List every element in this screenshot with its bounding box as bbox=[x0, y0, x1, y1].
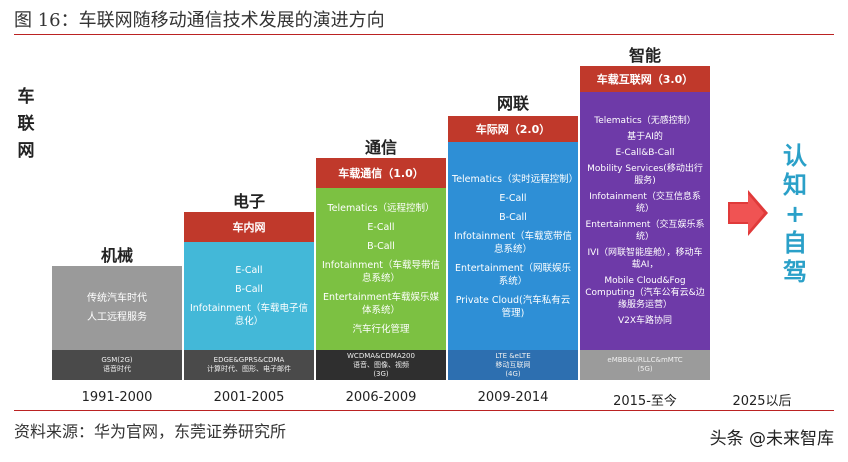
stage-title-electronic: 电子 bbox=[232, 192, 265, 211]
year-label: 2015-至今 bbox=[613, 394, 677, 409]
stage-title-mechanical: 机械 bbox=[100, 246, 133, 265]
timeline-axis bbox=[14, 410, 834, 411]
stage-item: E-Call bbox=[499, 192, 527, 204]
stage-title-networked: 网联 bbox=[496, 94, 529, 113]
year-label-future: 2025以后 bbox=[732, 394, 792, 409]
future-char: 知 bbox=[783, 171, 807, 199]
stage-item: Infotainment（交互信息系统） bbox=[589, 192, 701, 214]
year-label: 2009-2014 bbox=[477, 390, 549, 405]
stage-item: 基于AI的 bbox=[627, 132, 663, 142]
stage-item: IVI（网联智能座舱），移动车载AI， bbox=[587, 248, 703, 270]
year-label: 2001-2005 bbox=[213, 390, 285, 405]
stage-item: Infotainment（车载导带信息系统） bbox=[321, 260, 441, 284]
network-band: WCDMA&CDMA200 语音、图像、视频 (3G) bbox=[316, 350, 446, 380]
stage-item: E-Call bbox=[367, 222, 395, 233]
stage-items: Telematics（实时远程控制） E-Call B-Call Infotai… bbox=[448, 142, 578, 350]
watermark: 头条 @未来智库 bbox=[709, 429, 834, 449]
stage-block-communication: 车载通信（1.0） Telematics（远程控制） E-Call B-Call… bbox=[316, 158, 446, 380]
arrow-right-icon bbox=[728, 190, 768, 236]
network-band: EDGE&GPRS&CDMA 计算时代、图形、电子邮件 bbox=[184, 350, 314, 380]
stage-block-intelligent: 车载互联网（3.0） Telematics（无感控制） 基于AI的 E-Call… bbox=[580, 66, 710, 380]
stage-item: 传统汽车时代 bbox=[87, 293, 147, 304]
y-label-char: 车 bbox=[17, 87, 35, 107]
stage-item: V2X车路协同 bbox=[617, 316, 673, 326]
stage-block-networked: 车际网（2.0） Telematics（实时远程控制） E-Call B-Cal… bbox=[448, 116, 578, 380]
stage-item: Telematics（无感控制） bbox=[594, 116, 696, 126]
year-label: 2006-2009 bbox=[345, 390, 417, 405]
stage-item: Entertainment（网联娱乐系统） bbox=[454, 262, 572, 287]
future-char: 驾 bbox=[783, 258, 807, 286]
stage-item: Infotainment（车载电子信息化） bbox=[189, 303, 309, 327]
arrow-right-highlight bbox=[730, 194, 764, 232]
stage-items: Telematics（远程控制） E-Call B-Call Infotainm… bbox=[316, 188, 446, 350]
year-label: 1991-2000 bbox=[81, 390, 153, 405]
stage-header: 车载通信（1.0） bbox=[316, 158, 446, 188]
stage-header: 车际网（2.0） bbox=[448, 116, 578, 142]
stage-block-mechanical: 传统汽车时代 人工远程服务 GSM(2G) 语音时代 bbox=[52, 266, 182, 380]
stage-block-electronic: 车内网 E-Call B-Call Infotainment（车载电子信息化） … bbox=[184, 212, 314, 380]
y-label-char: 网 bbox=[17, 141, 35, 161]
network-band: GSM(2G) 语音时代 bbox=[52, 350, 182, 380]
network-line: 计算时代、图形、电子邮件 bbox=[207, 365, 291, 373]
network-line: eMBB&URLLC&mMTC bbox=[607, 356, 683, 364]
stage-header: 车载互联网（3.0） bbox=[580, 66, 710, 92]
stage-item: 人工远程服务 bbox=[87, 312, 147, 323]
stage-item: B-Call bbox=[367, 241, 395, 252]
stage-items: E-Call B-Call Infotainment（车载电子信息化） bbox=[184, 242, 314, 350]
stage-item: Infotainment（车载宽带信息系统） bbox=[453, 230, 573, 255]
title-rule bbox=[14, 34, 834, 35]
stage-item: E-Call bbox=[235, 265, 263, 276]
stage-item: E-Call&B-Call bbox=[615, 148, 675, 158]
stage-item: Private Cloud(汽车私有云管理) bbox=[455, 294, 571, 319]
stage-item: Mobile Cloud&Fog Computing（汽车公有云&边缘服务运营） bbox=[585, 276, 705, 310]
stage-item: B-Call bbox=[235, 284, 263, 295]
stage-item: Entertainment车载娱乐媒体系统） bbox=[322, 292, 440, 316]
y-axis-label: 车 联 网 bbox=[14, 84, 38, 165]
network-line: EDGE&GPRS&CDMA bbox=[213, 356, 285, 364]
network-line: (4G) bbox=[505, 369, 521, 378]
stage-item: 汽车行化管理 bbox=[352, 324, 410, 335]
network-band: eMBB&URLLC&mMTC (5G) bbox=[580, 350, 710, 380]
network-line: (3G) bbox=[373, 369, 389, 378]
future-char: 自 bbox=[783, 229, 807, 257]
stage-header: 车内网 bbox=[184, 212, 314, 242]
future-text: 认 知 + 自 驾 bbox=[780, 142, 810, 287]
network-band: LTE &eLTE 移动互联网 (4G) bbox=[448, 350, 578, 380]
stage-item: Telematics（实时远程控制） bbox=[452, 173, 579, 185]
network-line: 语音时代 bbox=[103, 365, 131, 373]
future-char: + bbox=[784, 200, 806, 228]
stage-title-intelligent: 智能 bbox=[628, 46, 661, 65]
network-line: LTE &eLTE bbox=[495, 351, 531, 360]
stage-items: 传统汽车时代 人工远程服务 bbox=[52, 266, 182, 350]
network-line: GSM(2G) bbox=[101, 356, 133, 364]
stage-title-communication: 通信 bbox=[364, 138, 397, 157]
stage-items: Telematics（无感控制） 基于AI的 E-Call&B-Call Mob… bbox=[580, 92, 710, 350]
future-char: 认 bbox=[783, 142, 807, 170]
network-line: 移动互联网 bbox=[495, 360, 531, 369]
network-line: 语音、图像、视频 bbox=[353, 360, 409, 369]
stage-item: Entertainment（交互娱乐系统） bbox=[585, 220, 705, 242]
stage-item: B-Call bbox=[499, 211, 527, 223]
source-note: 资料来源：华为官网，东莞证券研究所 bbox=[14, 422, 287, 441]
y-label-char: 联 bbox=[17, 114, 35, 134]
figure-title: 图 16：车联网随移动通信技术发展的演进方向 bbox=[14, 10, 385, 31]
network-line: (5G) bbox=[637, 365, 653, 373]
stage-item: Telematics（远程控制） bbox=[327, 203, 435, 214]
network-line: WCDMA&CDMA200 bbox=[347, 351, 415, 360]
stage-item: Mobility Services(移动出行服务) bbox=[587, 164, 703, 186]
